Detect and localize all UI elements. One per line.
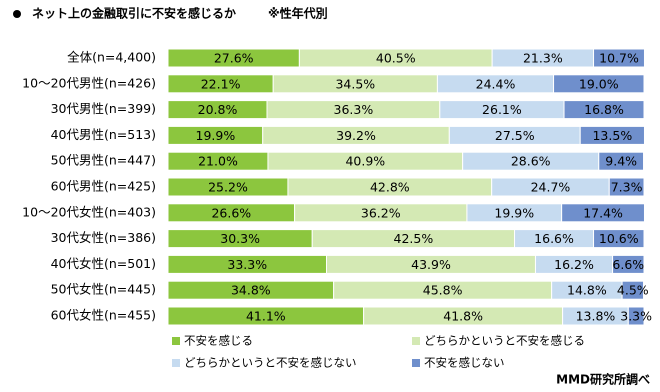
data-label: 7.3% bbox=[611, 180, 643, 195]
data-label: 24.4% bbox=[476, 76, 516, 91]
category-label: 40代男性(n=513) bbox=[51, 127, 156, 142]
bar-segment bbox=[593, 48, 645, 68]
legend-label: どちらかというと不安を感じない bbox=[184, 356, 357, 370]
legend-label: どちらかというと不安を感じる bbox=[424, 334, 585, 348]
category-label: 30代女性(n=386) bbox=[51, 230, 156, 245]
bar-segment bbox=[561, 203, 645, 223]
category-label: 40代女性(n=501) bbox=[51, 256, 156, 271]
category-label: 50代男性(n=447) bbox=[51, 153, 156, 168]
data-label: 34.8% bbox=[231, 283, 271, 298]
data-label: 13.5% bbox=[592, 128, 632, 143]
bar-segment bbox=[579, 125, 645, 145]
data-label: 41.8% bbox=[443, 309, 483, 324]
data-label: 19.0% bbox=[579, 76, 619, 91]
data-label: 27.5% bbox=[495, 128, 535, 143]
data-label: 42.5% bbox=[394, 231, 434, 246]
category-label: 60代男性(n=425) bbox=[51, 179, 156, 194]
data-label: 16.6% bbox=[534, 231, 574, 246]
data-label: 10.6% bbox=[599, 231, 639, 246]
legend-swatch bbox=[172, 337, 180, 345]
data-label: 16.2% bbox=[554, 257, 594, 272]
data-label: 26.6% bbox=[211, 205, 251, 220]
chart-subtitle: ※性年代別 bbox=[268, 6, 328, 21]
data-label: 42.8% bbox=[370, 180, 410, 195]
data-label: 13.8% bbox=[576, 309, 616, 324]
legend-swatch bbox=[172, 359, 180, 367]
data-label: 21.0% bbox=[198, 154, 238, 169]
data-label: 41.1% bbox=[246, 309, 286, 324]
data-label: 30.3% bbox=[220, 231, 260, 246]
category-label: 60代女性(n=455) bbox=[51, 308, 156, 323]
category-label: 10～20代男性(n=426) bbox=[22, 75, 156, 90]
legend-swatch bbox=[412, 337, 420, 345]
data-label: 27.6% bbox=[214, 51, 254, 66]
legend-swatch bbox=[412, 359, 420, 367]
data-label: 4.5% bbox=[617, 283, 649, 298]
source: MMD研究所調べ bbox=[556, 372, 650, 387]
data-label: 25.2% bbox=[208, 180, 248, 195]
title-bullet bbox=[13, 10, 21, 18]
data-label: 3.3% bbox=[620, 309, 652, 324]
data-label: 19.9% bbox=[494, 205, 534, 220]
data-label: 43.9% bbox=[411, 257, 451, 272]
data-label: 40.9% bbox=[345, 154, 385, 169]
category-label: 10～20代女性(n=403) bbox=[22, 204, 156, 219]
data-label: 36.2% bbox=[361, 205, 401, 220]
data-label: 22.1% bbox=[201, 76, 241, 91]
data-label: 24.7% bbox=[531, 180, 571, 195]
data-label: 45.8% bbox=[423, 283, 463, 298]
bar-segment bbox=[553, 74, 645, 94]
data-label: 6.6% bbox=[612, 257, 644, 272]
chart-title: ネット上の金融取引に不安を感じるか bbox=[32, 6, 236, 21]
category-label: 50代女性(n=445) bbox=[51, 282, 156, 297]
data-label: 9.4% bbox=[605, 154, 637, 169]
data-label: 28.6% bbox=[511, 154, 551, 169]
bar-segment bbox=[598, 151, 645, 171]
legend-label: 不安を感じる bbox=[184, 334, 253, 348]
data-label: 34.5% bbox=[335, 76, 375, 91]
data-label: 26.1% bbox=[482, 102, 522, 117]
data-label: 16.8% bbox=[584, 102, 624, 117]
bar-segment bbox=[612, 254, 645, 274]
data-label: 33.3% bbox=[227, 257, 267, 272]
data-label: 20.8% bbox=[198, 102, 238, 117]
data-label: 36.3% bbox=[334, 102, 374, 117]
data-label: 40.5% bbox=[376, 51, 416, 66]
data-label: 21.3% bbox=[523, 51, 563, 66]
bar-segment bbox=[608, 177, 645, 197]
category-label: 全体(n=4,400) bbox=[67, 50, 156, 65]
data-label: 39.2% bbox=[336, 128, 376, 143]
bar-segment bbox=[593, 229, 645, 249]
data-label: 17.4% bbox=[583, 205, 623, 220]
legend-label: 不安を感じない bbox=[424, 356, 505, 370]
bar-segment bbox=[563, 100, 645, 120]
bar-segment bbox=[627, 306, 645, 326]
category-label: 30代男性(n=399) bbox=[51, 101, 156, 116]
bar-segment bbox=[621, 280, 645, 300]
data-label: 19.9% bbox=[196, 128, 236, 143]
data-label: 10.7% bbox=[599, 51, 639, 66]
data-label: 14.8% bbox=[567, 283, 607, 298]
